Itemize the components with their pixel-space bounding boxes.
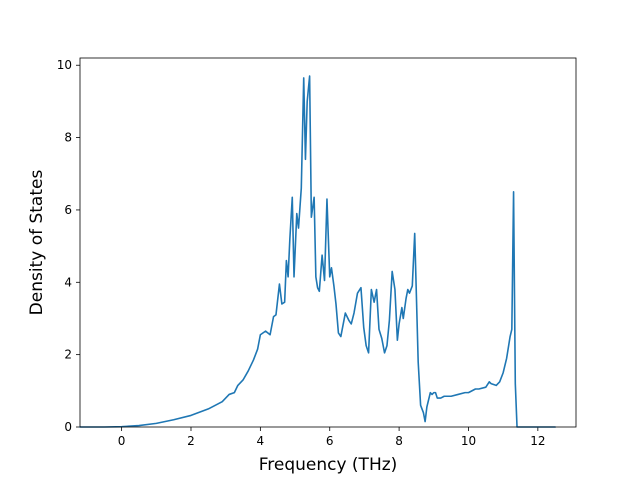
y-tick-label: 10 (57, 58, 72, 72)
y-tick-label: 6 (64, 203, 72, 217)
x-tick-label: 6 (326, 434, 334, 448)
x-tick-label: 12 (530, 434, 545, 448)
y-tick-label: 2 (64, 348, 72, 362)
y-axis-ticks: 0 2 4 6 8 10 (57, 58, 80, 434)
x-tick-label: 8 (395, 434, 403, 448)
y-tick-label: 4 (64, 275, 72, 289)
y-axis-label: Density of States (27, 170, 47, 316)
dos-series-line (79, 75, 556, 428)
axes-frame (79, 57, 577, 428)
x-tick-label: 10 (461, 434, 476, 448)
x-tick-label: 2 (187, 434, 195, 448)
x-tick-label: 4 (257, 434, 265, 448)
y-tick-label: 0 (64, 420, 72, 434)
x-tick-label: 0 (118, 434, 126, 448)
y-tick-label: 8 (64, 131, 72, 145)
x-axis-label: Frequency (THz) (259, 455, 398, 475)
x-axis-ticks: 0 2 4 6 8 10 12 (118, 427, 545, 448)
